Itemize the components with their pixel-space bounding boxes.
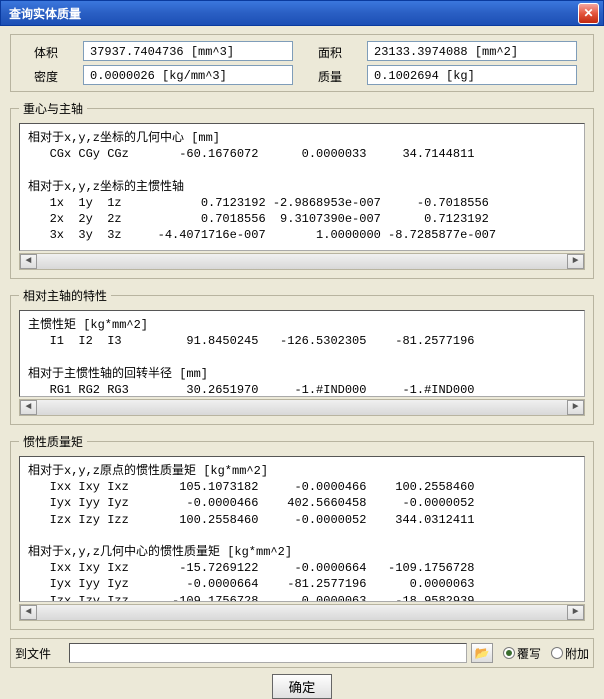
to-file-label: 到文件 bbox=[15, 645, 65, 662]
centroid-scrollbar[interactable]: ◄ ► bbox=[19, 253, 585, 270]
radio-icon bbox=[503, 647, 515, 659]
scroll-right-icon[interactable]: ► bbox=[567, 254, 584, 269]
close-button[interactable]: ✕ bbox=[578, 3, 599, 24]
principal-axes-text: 主惯性矩 [kg*mm^2] I1 I2 I3 91.8450245 -126.… bbox=[19, 310, 585, 397]
centroid-axes-legend: 重心与主轴 bbox=[19, 100, 87, 117]
centroid-axes-text: 相对于x,y,z坐标的几何中心 [mm] CGx CGy CGz -60.167… bbox=[19, 123, 585, 251]
mass-label: 质量 bbox=[301, 65, 359, 85]
ok-button[interactable]: 确定 bbox=[272, 674, 333, 699]
close-icon: ✕ bbox=[583, 6, 593, 20]
scroll-left-icon[interactable]: ◄ bbox=[20, 254, 37, 269]
dialog-body: 体积 37937.7404736 [mm^3] 面积 23133.3974088… bbox=[0, 26, 604, 674]
inertia-section: 惯性质量矩 相对于x,y,z原点的惯性质量矩 [kg*mm^2] Ixx Ixy… bbox=[10, 433, 594, 630]
append-radio[interactable]: 附加 bbox=[551, 645, 589, 662]
inertia-legend: 惯性质量矩 bbox=[19, 433, 87, 450]
folder-icon: 📂 bbox=[474, 646, 489, 661]
overwrite-radio[interactable]: 覆写 bbox=[503, 645, 541, 662]
scroll-left-icon[interactable]: ◄ bbox=[20, 605, 37, 620]
scroll-left-icon[interactable]: ◄ bbox=[20, 400, 37, 415]
mass-value: 0.1002694 [kg] bbox=[367, 65, 577, 85]
file-path-input[interactable] bbox=[69, 643, 467, 663]
scroll-track[interactable] bbox=[37, 400, 567, 415]
density-label: 密度 bbox=[17, 65, 75, 85]
button-row: 确定 bbox=[10, 674, 594, 699]
volume-label: 体积 bbox=[17, 41, 75, 61]
principal-axes-legend: 相对主轴的特性 bbox=[19, 287, 111, 304]
scroll-right-icon[interactable]: ► bbox=[567, 400, 584, 415]
inertia-scrollbar[interactable]: ◄ ► bbox=[19, 604, 585, 621]
area-label: 面积 bbox=[301, 41, 359, 61]
file-output-row: 到文件 📂 覆写 附加 bbox=[10, 638, 594, 668]
browse-button[interactable]: 📂 bbox=[471, 643, 493, 663]
density-value: 0.0000026 [kg/mm^3] bbox=[83, 65, 293, 85]
scroll-right-icon[interactable]: ► bbox=[567, 605, 584, 620]
properties-grid: 体积 37937.7404736 [mm^3] 面积 23133.3974088… bbox=[10, 34, 594, 92]
window-title: 查询实体质量 bbox=[5, 5, 578, 22]
overwrite-label: 覆写 bbox=[517, 645, 541, 662]
titlebar: 查询实体质量 ✕ bbox=[0, 0, 604, 26]
scroll-track[interactable] bbox=[37, 254, 567, 269]
area-value: 23133.3974088 [mm^2] bbox=[367, 41, 577, 61]
principal-scrollbar[interactable]: ◄ ► bbox=[19, 399, 585, 416]
scroll-track[interactable] bbox=[37, 605, 567, 620]
volume-value: 37937.7404736 [mm^3] bbox=[83, 41, 293, 61]
append-label: 附加 bbox=[565, 645, 589, 662]
centroid-axes-section: 重心与主轴 相对于x,y,z坐标的几何中心 [mm] CGx CGy CGz -… bbox=[10, 100, 594, 279]
inertia-text: 相对于x,y,z原点的惯性质量矩 [kg*mm^2] Ixx Ixy Ixz 1… bbox=[19, 456, 585, 602]
principal-axes-section: 相对主轴的特性 主惯性矩 [kg*mm^2] I1 I2 I3 91.84502… bbox=[10, 287, 594, 425]
radio-icon bbox=[551, 647, 563, 659]
